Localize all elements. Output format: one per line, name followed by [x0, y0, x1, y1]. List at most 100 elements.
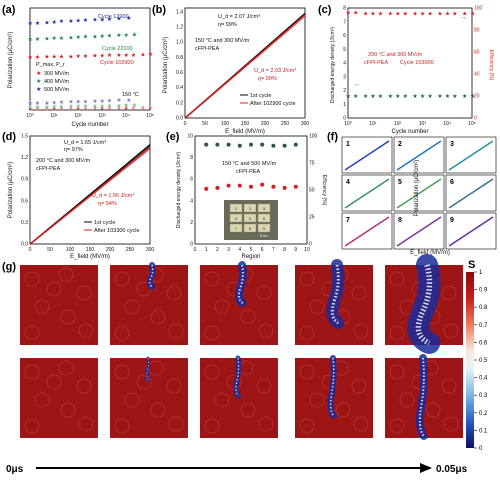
data-point-star: ★: [107, 98, 112, 105]
inclusion-circle: [299, 418, 315, 434]
panel-c-material: cFPI-PEA: [364, 60, 388, 66]
sample-cell: [257, 223, 271, 233]
energy-point: [282, 185, 287, 190]
inclusion-circle: [389, 418, 405, 434]
x-tick-label: 6: [261, 247, 264, 253]
pe-cell-number: 5: [398, 179, 402, 186]
data-point-star: ★: [83, 34, 88, 41]
data-point-star: ★: [107, 52, 112, 59]
inclusion-circle: [58, 360, 74, 376]
y-right-tick-label: 60: [474, 50, 480, 56]
data-point-star: ★: [107, 102, 112, 109]
data-point-star: ★: [68, 105, 73, 112]
data-point-star: ★: [83, 103, 88, 110]
data-point-star: ★: [52, 104, 57, 111]
efficiency-point: [293, 142, 298, 147]
energy-point-star: ★: [353, 93, 358, 100]
data-point-star: ★: [124, 102, 129, 109]
efficiency-point: [260, 142, 265, 147]
inclusion-circle: [240, 402, 256, 418]
x-tick-label: 50: [47, 247, 53, 253]
legend-star-icon: ★: [36, 86, 41, 93]
energy-point-star: ★: [445, 93, 450, 100]
y-left-tick-label: 2: [190, 220, 193, 226]
data-point-star: ★: [107, 33, 112, 40]
panel-c-ylabel-right: Efficiency (%): [488, 50, 494, 81]
y-left-tick-label: 6: [343, 33, 346, 39]
inclusion-circle: [309, 299, 325, 315]
y-right-tick-label: 50: [309, 188, 315, 194]
efficiency-point-star: ★: [353, 9, 358, 16]
inclusion-circle: [443, 416, 459, 432]
data-point-star: ★: [92, 33, 97, 40]
sample-cell-number: 9: [263, 226, 266, 231]
data-point-star: ★: [92, 103, 97, 110]
data-point-star: ★: [35, 104, 40, 111]
inclusion-circle: [299, 364, 315, 380]
inclusion-circle: [214, 299, 230, 315]
panel-d-cond: 200 °C and 300 MV/m: [36, 158, 91, 164]
series-line-discharge: [29, 148, 151, 245]
y-tick-label: 1.5: [21, 134, 28, 140]
data-point-star: ★: [76, 53, 81, 60]
data-point-star: ★: [59, 99, 64, 106]
inclusion-circle: [204, 325, 220, 341]
panel-label-e: (e): [166, 131, 180, 143]
inclusion-circle: [150, 402, 166, 418]
data-point-star: ★: [52, 19, 57, 26]
pe-cell-loop: [344, 140, 390, 171]
data-point-star: ★: [28, 36, 33, 43]
panel-e-frame: [194, 135, 308, 245]
inclusion-circle: [204, 418, 220, 434]
x-tick-label: 10⁴: [443, 121, 451, 127]
data-point-star: ★: [35, 20, 40, 27]
data-point-star: ★: [100, 103, 105, 110]
panel-f-xlabel: E_field (MV/m): [410, 250, 450, 256]
data-point-star: ★: [76, 103, 81, 110]
y-tick-label: 1.2: [21, 155, 28, 161]
data-point-star: ★: [28, 20, 33, 27]
inclusion-circle: [124, 392, 140, 408]
efficiency-point-star: ★: [437, 11, 442, 18]
inclusion-circle: [353, 416, 369, 432]
efficiency-point-star: ★: [420, 11, 425, 18]
efficiency-point-star: ★: [427, 11, 432, 18]
energy-point: [204, 186, 209, 191]
inclusion-circle: [353, 323, 369, 339]
x-tick-label: 10⁵: [146, 113, 154, 119]
data-point-star: ★: [59, 18, 64, 25]
pe-cell-number: 1: [346, 141, 350, 148]
y-tick-label: 0.2: [176, 100, 183, 106]
inclusion-circle: [425, 402, 441, 418]
sample-cell-number: 4: [235, 216, 238, 221]
data-point-star: ★: [132, 31, 137, 38]
efficiency-point-star: ★: [462, 11, 467, 18]
sample-cell: [243, 203, 257, 213]
efficiency-point: [249, 142, 253, 147]
energy-point-star: ★: [452, 93, 457, 100]
panel-d-legend-1st: 1st cycle: [94, 220, 115, 226]
panel-b-frame: [184, 7, 306, 119]
panel-b-legend-after: After 102900 cycle: [250, 101, 296, 107]
breakdown-channel-highlight: [146, 357, 149, 381]
x-tick-label: 10¹: [50, 113, 58, 119]
inclusion-circle: [114, 364, 130, 380]
data-point-star: ★: [132, 102, 137, 109]
x-tick-label: 100: [66, 247, 75, 253]
efficiency-point-star: ★: [363, 11, 368, 18]
energy-point-star: ★: [370, 93, 375, 100]
x-tick-label: 100: [221, 121, 230, 127]
energy-point-star: ★: [346, 93, 351, 100]
panel-a: (a) Polarization (μC/cm²) Cycle number ★…: [2, 4, 154, 128]
pe-cell-loop: [448, 216, 494, 247]
cycle-label-22100: Cycle 22100: [102, 46, 133, 52]
y-tick-label: 0.0: [176, 116, 183, 122]
pe-cell-number: 3: [450, 141, 454, 148]
data-point-star: ★: [68, 103, 73, 110]
y-left-tick-label: 4: [343, 61, 346, 67]
y-right-tick-label: 100: [309, 134, 318, 140]
y-tick-label: 0.9: [21, 177, 28, 183]
panel-f-ylabel: Polarization (μC/cm²): [414, 160, 420, 216]
x-tick-label: 10²: [394, 121, 402, 127]
data-point-star: ★: [100, 33, 105, 40]
